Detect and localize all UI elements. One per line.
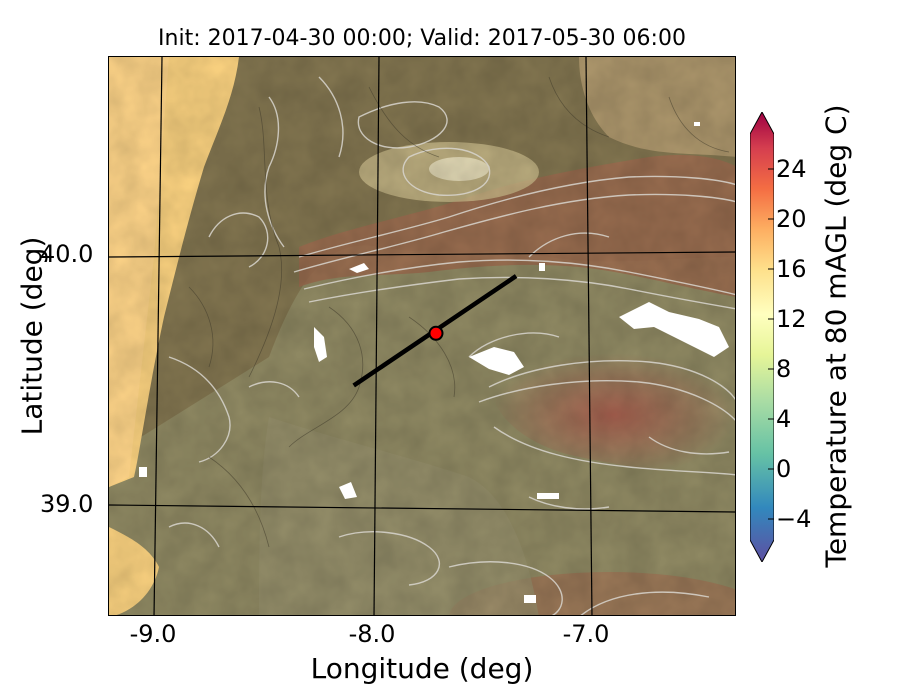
missing-data-patches: [139, 122, 729, 603]
colorbar-tick-label: 4: [776, 405, 792, 433]
location-marker[interactable]: [428, 325, 444, 341]
meridian-minus-7: [585, 57, 593, 615]
colorbar-tick-label: 8: [776, 355, 792, 383]
colorbar-tick-label: 0: [776, 455, 792, 483]
temperature-map: [109, 57, 735, 615]
colorbar-label: Temperature at 80 mAGL (deg C): [819, 104, 853, 568]
colorbar-ticks: [768, 168, 774, 520]
x-axis-label: Longitude (deg): [310, 652, 534, 685]
colorbar: [750, 112, 774, 562]
colorbar-tick-label: 16: [776, 255, 807, 283]
x-tick-label: -8.0: [348, 620, 396, 648]
colorbar-tick-label: −4: [776, 505, 812, 533]
y-axis-label: Latitude (deg): [15, 236, 49, 436]
x-tick-label: -7.0: [562, 620, 610, 648]
meridian-minus-9: [153, 57, 163, 615]
y-tick-label: 39.0: [40, 490, 94, 518]
temperature-contours: [168, 76, 735, 615]
parallel-40: [109, 251, 735, 258]
colorbar-scale: [750, 112, 774, 562]
terrain-contours: [188, 76, 730, 548]
map-panel[interactable]: [108, 56, 736, 616]
meridian-minus-8: [373, 57, 380, 615]
colorbar-tick-label: 20: [776, 205, 807, 233]
y-tick-label: 40.0: [40, 240, 94, 268]
parallel-39: [109, 504, 735, 513]
x-tick-label: -9.0: [129, 620, 177, 648]
plot-title: Init: 2017-04-30 00:00; Valid: 2017-05-3…: [158, 26, 686, 51]
colorbar-tick-label: 12: [776, 305, 807, 333]
colorbar-tick-label: 24: [776, 155, 807, 183]
graticule: [109, 57, 735, 615]
